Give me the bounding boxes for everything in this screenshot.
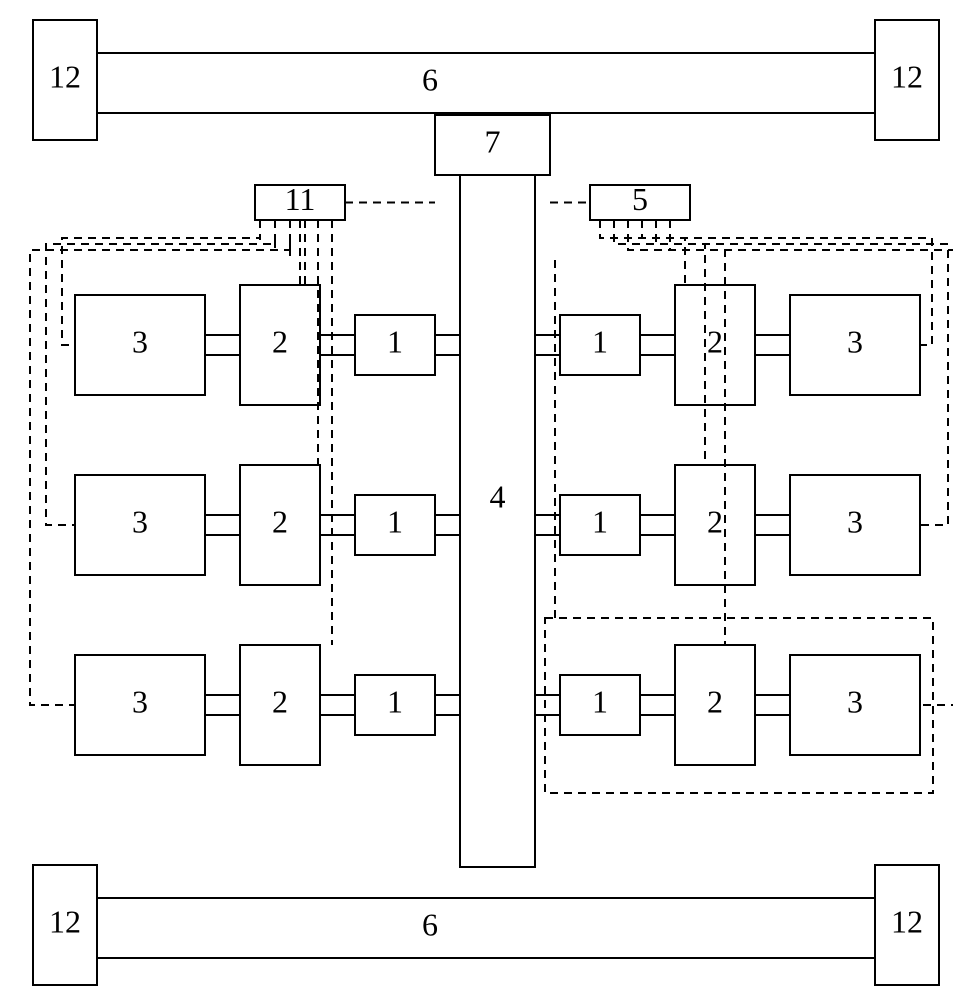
box-1r-2-label: 1 — [592, 683, 608, 719]
box-2l-1-label: 2 — [272, 503, 288, 539]
dash-5-to-2r-2 — [628, 220, 725, 645]
box-3l-1-label: 3 — [132, 503, 148, 539]
box-12-bl-label: 12 — [49, 903, 81, 939]
dash-11-to-3l-2 — [30, 220, 290, 705]
dash-5-to-2r-1 — [614, 220, 705, 465]
box-2l-2-label: 2 — [272, 683, 288, 719]
box-1l-1-label: 1 — [387, 503, 403, 539]
box-2l-0-label: 2 — [272, 323, 288, 359]
box-12-br-label: 12 — [891, 903, 923, 939]
dash-5-to-3r-2 — [670, 220, 953, 705]
box-3l-2-label: 3 — [132, 683, 148, 719]
box-2r-0-label: 2 — [707, 323, 723, 359]
box-1l-0-label: 1 — [387, 323, 403, 359]
box-1r-1-label: 1 — [592, 503, 608, 539]
box-2r-2-label: 2 — [707, 683, 723, 719]
box-3r-1-label: 3 — [847, 503, 863, 539]
label-6-top: 6 — [422, 61, 438, 97]
label-5: 5 — [632, 181, 648, 217]
box-12-tr-label: 12 — [891, 58, 923, 94]
label-11: 11 — [285, 181, 316, 217]
box-4 — [460, 175, 535, 867]
label-4: 4 — [490, 478, 506, 514]
box-3r-2-label: 3 — [847, 683, 863, 719]
box-12-tl-label: 12 — [49, 58, 81, 94]
dash-11-to-3l-0 — [62, 220, 260, 345]
label-7: 7 — [485, 123, 501, 159]
dash-5-to-2r-0 — [600, 220, 685, 285]
box-1l-2-label: 1 — [387, 683, 403, 719]
box-1r-0-label: 1 — [592, 323, 608, 359]
box-2r-1-label: 2 — [707, 503, 723, 539]
label-6-bot: 6 — [422, 906, 438, 942]
box-3r-0-label: 3 — [847, 323, 863, 359]
box-3l-0-label: 3 — [132, 323, 148, 359]
dash-5-to-3r-1 — [656, 220, 948, 525]
bottom-bar-6 — [97, 898, 875, 958]
top-bar-6 — [97, 53, 875, 113]
